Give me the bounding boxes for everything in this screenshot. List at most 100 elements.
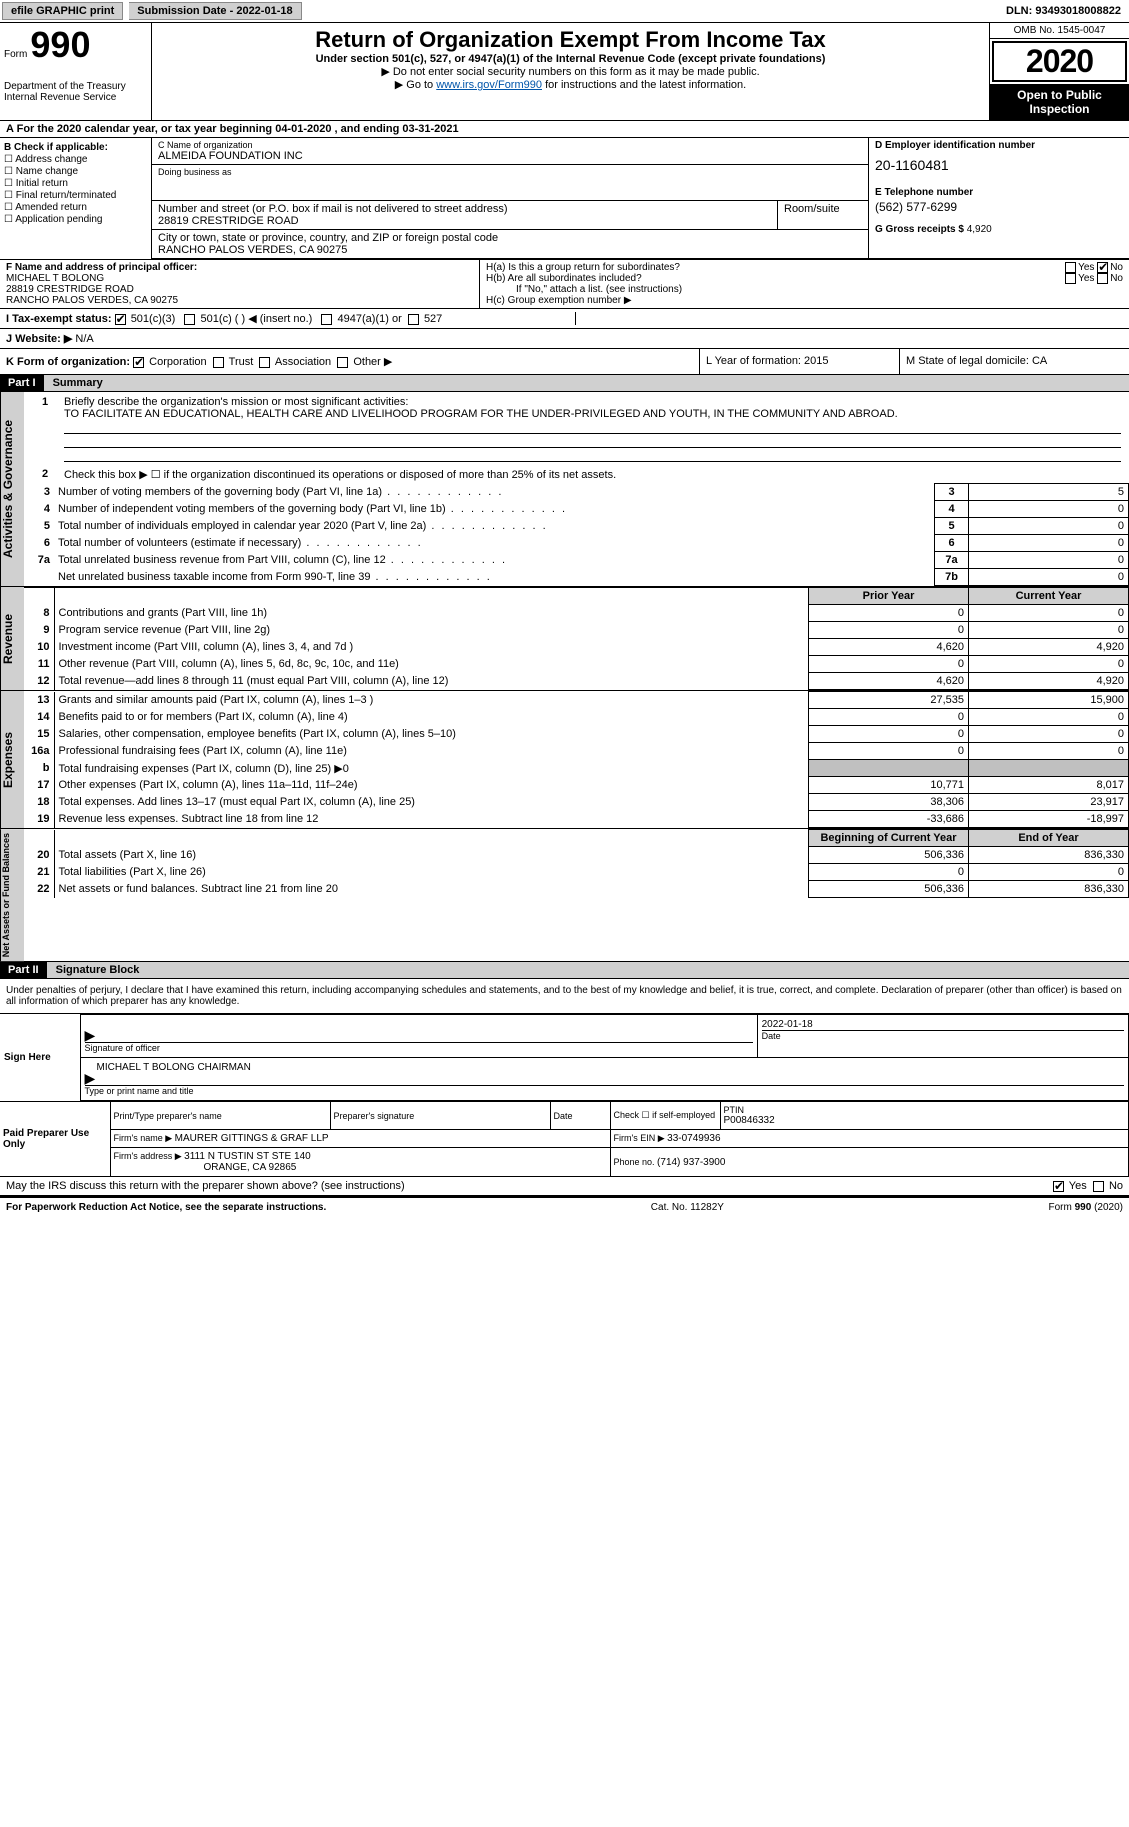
q2-num: 2	[42, 468, 48, 480]
form-number: 990	[30, 24, 90, 65]
firm-phone: (714) 937-3900	[657, 1157, 725, 1168]
period-row: A For the 2020 calendar year, or tax yea…	[0, 121, 1129, 138]
hb-no: No	[1110, 273, 1123, 284]
sig-date-label: Date	[762, 1031, 1124, 1041]
form990-link[interactable]: www.irs.gov/Form990	[436, 79, 542, 91]
ptin-value: P00846332	[724, 1115, 1126, 1126]
inspect-line1: Open to Public	[992, 88, 1127, 102]
submission-date-box: Submission Date - 2022-01-18	[129, 2, 301, 20]
box-de: D Employer identification number 20-1160…	[869, 138, 1129, 258]
box-b: B Check if applicable: ☐ Address change …	[0, 138, 152, 259]
prep-date-label: Date	[554, 1111, 607, 1121]
rev-header-row: Prior Year Current Year	[24, 588, 1129, 605]
table-row: 11Other revenue (Part VIII, column (A), …	[24, 656, 1129, 673]
opt-trust: Trust	[229, 356, 254, 368]
section-netassets: Net Assets or Fund Balances Beginning of…	[0, 829, 1129, 962]
table-row: 4Number of independent voting members of…	[24, 501, 1129, 518]
header-center: Return of Organization Exempt From Incom…	[152, 23, 989, 120]
may-discuss-row: May the IRS discuss this return with the…	[0, 1177, 1129, 1196]
gross-receipts: G Gross receipts $ 4,920	[875, 224, 1123, 235]
chk-name-change[interactable]: ☐ Name change	[4, 166, 147, 177]
expenses-table: 13Grants and similar amounts paid (Part …	[24, 691, 1129, 828]
chk-address-change[interactable]: ☐ Address change	[4, 154, 147, 165]
table-row: 16aProfessional fundraising fees (Part I…	[24, 743, 1129, 760]
efile-print-button[interactable]: efile GRAPHIC print	[2, 2, 123, 20]
table-row: 22Net assets or fund balances. Subtract …	[24, 881, 1129, 898]
revenue-table: Prior Year Current Year 8Contributions a…	[24, 587, 1129, 690]
firm-ein-label: Firm's EIN ▶	[614, 1133, 668, 1143]
dba-label: Doing business as	[158, 167, 862, 177]
rule-1	[64, 420, 1121, 434]
opt-4947: 4947(a)(1) or	[338, 313, 402, 325]
ha-no-checkbox[interactable]	[1097, 262, 1108, 273]
firm-name: MAURER GITTINGS & GRAF LLP	[175, 1133, 329, 1144]
hb-no-checkbox[interactable]	[1097, 273, 1108, 284]
officer-signature-line[interactable]	[85, 1019, 753, 1043]
chk-501c3[interactable]	[115, 314, 126, 325]
box-j: J Website: ▶ N/A	[0, 329, 1129, 349]
phone-label: E Telephone number	[875, 187, 1123, 198]
status-row: I Tax-exempt status: 501(c)(3) 501(c) ( …	[0, 309, 1129, 329]
prep-name-label: Print/Type preparer's name	[114, 1111, 327, 1121]
opt-corp: Corporation	[149, 356, 206, 368]
chk-4947[interactable]	[321, 314, 332, 325]
net-header-row: Beginning of Current Year End of Year	[24, 830, 1129, 847]
sign-here-label: Sign Here	[0, 1015, 80, 1101]
box-k-label: K Form of organization:	[6, 356, 130, 368]
omb-number: OMB No. 1545-0047	[990, 23, 1129, 39]
discuss-yes-checkbox[interactable]	[1053, 1181, 1064, 1192]
footer-mid: Cat. No. 11282Y	[326, 1202, 1048, 1213]
room-label: Room/suite	[784, 203, 862, 215]
officer-name-label: Type or print name and title	[85, 1086, 1125, 1096]
table-row: 9Program service revenue (Part VIII, lin…	[24, 622, 1129, 639]
chk-other[interactable]	[337, 357, 348, 368]
ha-yes: Yes	[1078, 262, 1094, 273]
dln-label: DLN:	[1006, 5, 1035, 17]
discuss-yes: Yes	[1069, 1180, 1087, 1192]
page-footer: For Paperwork Reduction Act Notice, see …	[0, 1196, 1129, 1217]
hb-yes-checkbox[interactable]	[1065, 273, 1076, 284]
table-row: 21Total liabilities (Part X, line 26)00	[24, 864, 1129, 881]
hb-label: H(b) Are all subordinates included?	[486, 273, 642, 284]
header-right: OMB No. 1545-0047 2020 Open to Public In…	[989, 23, 1129, 120]
gross-label: G Gross receipts $	[875, 224, 967, 235]
side-expenses: Expenses	[0, 691, 24, 828]
city-value: RANCHO PALOS VERDES, CA 90275	[158, 244, 862, 256]
chk-initial-return[interactable]: ☐ Initial return	[4, 178, 147, 189]
chk-final-return[interactable]: ☐ Final return/terminated	[4, 190, 147, 201]
footer-form-num: 990	[1075, 1202, 1092, 1213]
website-value: N/A	[75, 333, 93, 345]
current-year-hdr: Current Year	[969, 588, 1129, 605]
chk-app-pending[interactable]: ☐ Application pending	[4, 214, 147, 225]
table-row: 13Grants and similar amounts paid (Part …	[24, 692, 1129, 709]
city-label: City or town, state or province, country…	[158, 232, 862, 244]
entity-block: B Check if applicable: ☐ Address change …	[0, 138, 1129, 260]
chk-trust[interactable]	[213, 357, 224, 368]
header-left: Form 990 Department of the Treasury Inte…	[0, 23, 152, 120]
firm-addr-label: Firm's address ▶	[114, 1151, 185, 1161]
begin-year-hdr: Beginning of Current Year	[809, 830, 969, 847]
discuss-no-checkbox[interactable]	[1093, 1181, 1104, 1192]
firm-addr2: ORANGE, CA 92865	[114, 1162, 297, 1173]
table-row: 17Other expenses (Part IX, column (A), l…	[24, 777, 1129, 794]
street-value: 28819 CRESTRIDGE ROAD	[158, 215, 771, 227]
box-m: M State of legal domicile: CA	[899, 349, 1129, 374]
chk-501c[interactable]	[184, 314, 195, 325]
footer-left: For Paperwork Reduction Act Notice, see …	[6, 1202, 326, 1213]
ha-no: No	[1110, 262, 1123, 273]
table-row: 14Benefits paid to or for members (Part …	[24, 709, 1129, 726]
chk-amended-return-label: Amended return	[15, 202, 87, 213]
chk-assoc[interactable]	[259, 357, 270, 368]
q1-num: 1	[42, 396, 48, 408]
opt-501c3: 501(c)(3)	[131, 313, 176, 325]
dln-value: 93493018008822	[1035, 5, 1121, 17]
chk-527[interactable]	[408, 314, 419, 325]
chk-final-return-label: Final return/terminated	[16, 190, 117, 201]
org-name: ALMEIDA FOUNDATION INC	[158, 150, 862, 162]
chk-corp[interactable]	[133, 357, 144, 368]
ha-yes-checkbox[interactable]	[1065, 262, 1076, 273]
chk-amended-return[interactable]: ☐ Amended return	[4, 202, 147, 213]
side-revenue: Revenue	[0, 587, 24, 690]
chk-initial-return-label: Initial return	[16, 178, 68, 189]
self-employed: Check ☐ if self-employed	[614, 1110, 717, 1121]
